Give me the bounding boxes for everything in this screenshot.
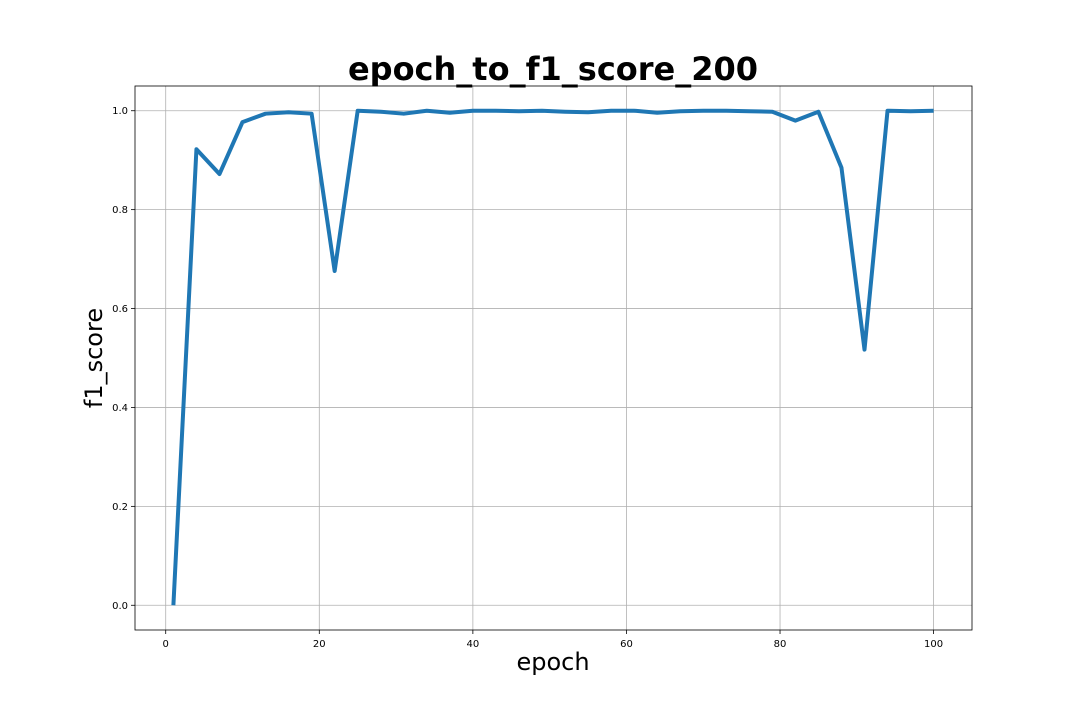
y-tick-label: 0.8 — [112, 205, 128, 216]
data-point — [288, 112, 289, 113]
data-point — [887, 110, 888, 111]
x-tick-label: 100 — [924, 639, 943, 650]
data-point — [749, 111, 750, 112]
data-point — [173, 605, 174, 606]
data-point — [311, 113, 312, 114]
x-tick-label: 40 — [467, 639, 480, 650]
data-point — [933, 110, 934, 111]
data-point — [680, 111, 681, 112]
y-tick-label: 0.0 — [112, 601, 128, 612]
data-point — [357, 110, 358, 111]
plot-frame — [134, 85, 973, 631]
data-point — [772, 111, 773, 112]
data-point — [426, 110, 427, 111]
data-point — [380, 111, 381, 112]
data-point — [795, 120, 796, 121]
data-point — [541, 110, 542, 111]
y-tick-label: 0.4 — [112, 403, 128, 414]
data-point — [588, 112, 589, 113]
data-point — [565, 111, 566, 112]
data-point — [196, 149, 197, 150]
data-point — [841, 167, 842, 168]
data-point — [518, 111, 519, 112]
x-axis-label: epoch — [516, 648, 589, 676]
data-point — [472, 110, 473, 111]
data-point — [242, 122, 243, 123]
y-tick-label: 0.2 — [112, 502, 128, 513]
data-point — [864, 349, 865, 350]
x-tick-label: 60 — [620, 639, 633, 650]
chart-title: epoch_to_f1_score_200 — [348, 50, 758, 88]
y-tick-label: 0.6 — [112, 304, 128, 315]
data-point — [726, 110, 727, 111]
data-point — [611, 110, 612, 111]
x-tick-label: 0 — [163, 639, 169, 650]
data-point — [219, 174, 220, 175]
data-point — [265, 113, 266, 114]
data-point — [910, 111, 911, 112]
x-tick-label: 80 — [774, 639, 787, 650]
y-axis-label: f1_score — [80, 308, 108, 408]
series-line — [171, 108, 934, 606]
data-point — [403, 113, 404, 114]
data-point — [634, 110, 635, 111]
ticks: 0 20 40 60 80 100 0.0 0.2 0.4 0.6 0.8 1.0 — [112, 106, 943, 650]
data-point — [818, 111, 819, 112]
data-point — [703, 110, 704, 111]
grid — [135, 86, 972, 630]
data-point — [449, 112, 450, 113]
y-tick-label: 1.0 — [112, 106, 128, 117]
data-point — [657, 112, 658, 113]
x-tick-label: 20 — [313, 639, 326, 650]
data-point — [495, 110, 496, 111]
data-point — [334, 270, 335, 271]
series-layer — [171, 108, 934, 606]
